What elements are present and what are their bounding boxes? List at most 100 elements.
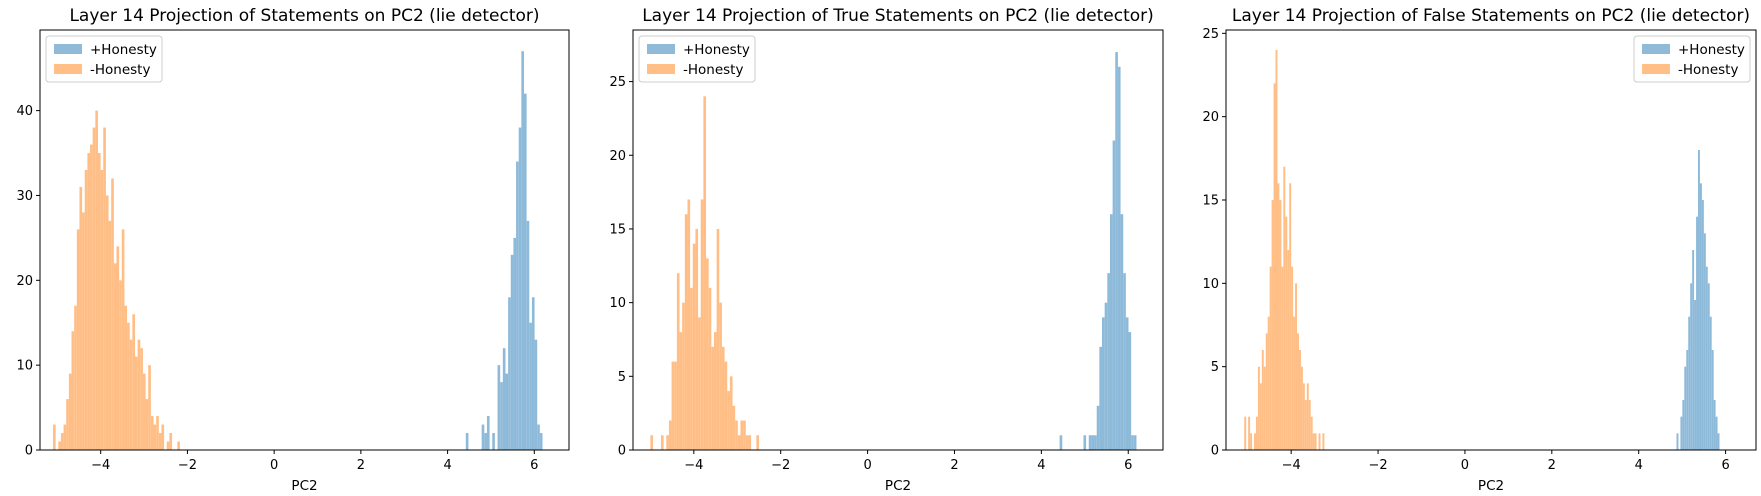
histogram-bar: [1715, 416, 1718, 450]
histogram-bar: [1265, 333, 1268, 450]
x-axis-label: PC2: [885, 478, 911, 494]
histogram-bar: [177, 441, 180, 450]
legend-swatch: [647, 64, 675, 74]
chart-panel-2: −4 −2 0 2 4 6 0 5 10 15 20 25 Layer 14 Projection of…: [609, 6, 1164, 494]
histogram-bar: [692, 243, 696, 450]
histogram-bar: [727, 391, 730, 450]
series-minus-honesty: [53, 110, 180, 451]
histogram-bar: [1250, 433, 1253, 450]
histogram-bar: [700, 199, 704, 450]
histogram-bar: [500, 382, 503, 450]
legend-swatch: [1642, 64, 1670, 74]
histogram-bar: [1283, 166, 1286, 451]
histogram-bar: [1277, 183, 1280, 450]
histogram-bar: [129, 339, 133, 450]
histogram-bar: [1298, 350, 1301, 450]
series-minus-honesty: [650, 96, 760, 450]
histogram-bar: [111, 178, 114, 451]
histogram-bar: [1690, 283, 1693, 450]
histogram-bar: [721, 346, 725, 450]
x-tick-label: 0: [270, 458, 278, 473]
histogram-bar: [1694, 300, 1697, 450]
histogram-bar: [166, 441, 170, 450]
y-tick-label: 10: [16, 359, 33, 374]
histogram-bar: [1318, 433, 1321, 450]
histogram-bar: [76, 229, 80, 450]
histogram-bar: [1293, 316, 1296, 450]
histogram-bar: [1275, 50, 1278, 450]
histogram-bar: [1244, 416, 1247, 450]
histogram-bar: [1684, 366, 1687, 450]
histogram-bar: [1713, 400, 1716, 450]
histogram-bar: [1123, 273, 1126, 450]
histogram-bar: [1281, 266, 1284, 450]
histogram-bar: [68, 373, 72, 450]
histogram-bar: [711, 346, 714, 450]
histogram-bar: [1686, 350, 1689, 450]
histogram-bar: [492, 433, 495, 450]
y-tick-label: 5: [1211, 360, 1219, 375]
histogram-bar: [1107, 273, 1110, 450]
histogram-bar: [1306, 383, 1309, 450]
histogram-bar: [1102, 317, 1105, 450]
histogram-bar: [1128, 332, 1132, 450]
legend-label: +Honesty: [1678, 42, 1745, 58]
histogram-bar: [150, 416, 154, 450]
x-tick-label: 2: [1548, 458, 1556, 473]
x-tick-label: −4: [1282, 458, 1301, 473]
histogram-bar: [510, 254, 514, 450]
histogram-bar: [137, 339, 141, 450]
histogram-bar: [1131, 435, 1134, 450]
histogram-bar: [135, 356, 138, 450]
histogram-bar: [1133, 435, 1137, 450]
histogram-bar: [1257, 366, 1260, 450]
histogram-bar: [1295, 283, 1298, 450]
y-tick-label: 0: [618, 444, 626, 459]
histogram-bar: [82, 212, 85, 450]
histogram-bar: [84, 170, 88, 450]
histogram-bar: [1254, 433, 1256, 450]
histogram-bar: [1259, 383, 1262, 450]
histogram-bar: [1308, 400, 1311, 450]
legend-swatch: [647, 44, 675, 54]
y-tick-label: 15: [1202, 194, 1219, 209]
y-tick-label: 10: [609, 296, 626, 311]
chart-panel-1: −4 −2 0 2 4 6 0 10 20 30 40 Layer 14 Projection of …: [16, 6, 570, 494]
histogram-bar: [71, 331, 75, 450]
histogram-bar: [679, 332, 683, 450]
histogram-bar: [513, 237, 517, 450]
y-tick-label: 25: [1202, 27, 1219, 42]
histogram-bar: [1273, 83, 1276, 450]
histogram-bar: [1717, 433, 1720, 450]
x-tick-label: −2: [771, 458, 790, 473]
histogram-bar: [132, 314, 136, 450]
chart-title: Layer 14 Projection of True Statements o…: [642, 6, 1154, 26]
histogram-bar: [719, 302, 722, 450]
histogram-bar: [502, 348, 506, 450]
histogram-bar: [1096, 405, 1100, 450]
x-tick-label: 2: [950, 458, 958, 473]
histogram-bar: [539, 433, 543, 450]
histogram-bar: [1248, 416, 1251, 450]
y-tick-label: 15: [609, 222, 626, 237]
chart-title: Layer 14 Projection of False Statements …: [1232, 6, 1750, 26]
histogram-bar: [66, 399, 69, 450]
histogram-bar: [1117, 66, 1121, 450]
histogram-bar: [1059, 435, 1063, 450]
histogram-bar: [748, 435, 752, 450]
histogram-bar: [537, 424, 540, 450]
histogram-bar: [1094, 435, 1097, 450]
histogram-bar: [63, 424, 67, 450]
histogram-bar: [1711, 350, 1714, 450]
histogram-bar: [124, 305, 128, 450]
histogram-bar: [1115, 52, 1118, 451]
x-tick-label: 4: [1037, 458, 1045, 473]
x-tick-label: 4: [443, 458, 451, 473]
histogram-bar: [1304, 400, 1307, 450]
histogram-bar: [671, 361, 675, 450]
histogram-bar: [1680, 416, 1683, 450]
histogram-bar: [1279, 200, 1282, 450]
histogram-bar: [103, 127, 106, 450]
y-tick-label: 40: [16, 104, 33, 119]
